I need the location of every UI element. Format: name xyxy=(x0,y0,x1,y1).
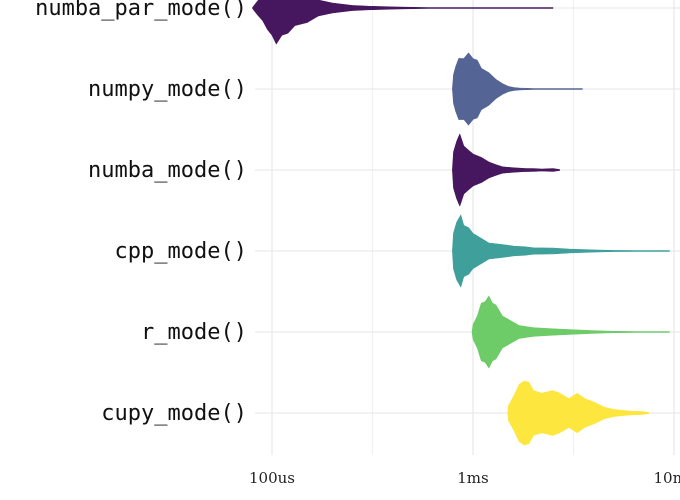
y-tick-label: r_mode() xyxy=(141,320,247,345)
x-tick-label: 10ms xyxy=(653,469,680,487)
y-tick-label: cpp_mode() xyxy=(115,239,247,264)
y-tick-label: numpy_mode() xyxy=(88,77,247,102)
x-tick-label: 100us xyxy=(249,469,295,487)
y-axis-labels: numba_par_mode() numpy_mode() numba_mode()… xyxy=(35,0,247,426)
violin-numba-par-mode xyxy=(252,0,554,45)
x-axis-labels: 100us 1ms 10ms xyxy=(249,469,680,487)
y-tick-label: numba_mode() xyxy=(88,158,247,183)
violin-series xyxy=(252,0,670,446)
x-tick-label: 1ms xyxy=(457,469,488,487)
y-tick-label: numba_par_mode() xyxy=(35,0,247,21)
y-tick-label: cupy_mode() xyxy=(101,401,247,426)
